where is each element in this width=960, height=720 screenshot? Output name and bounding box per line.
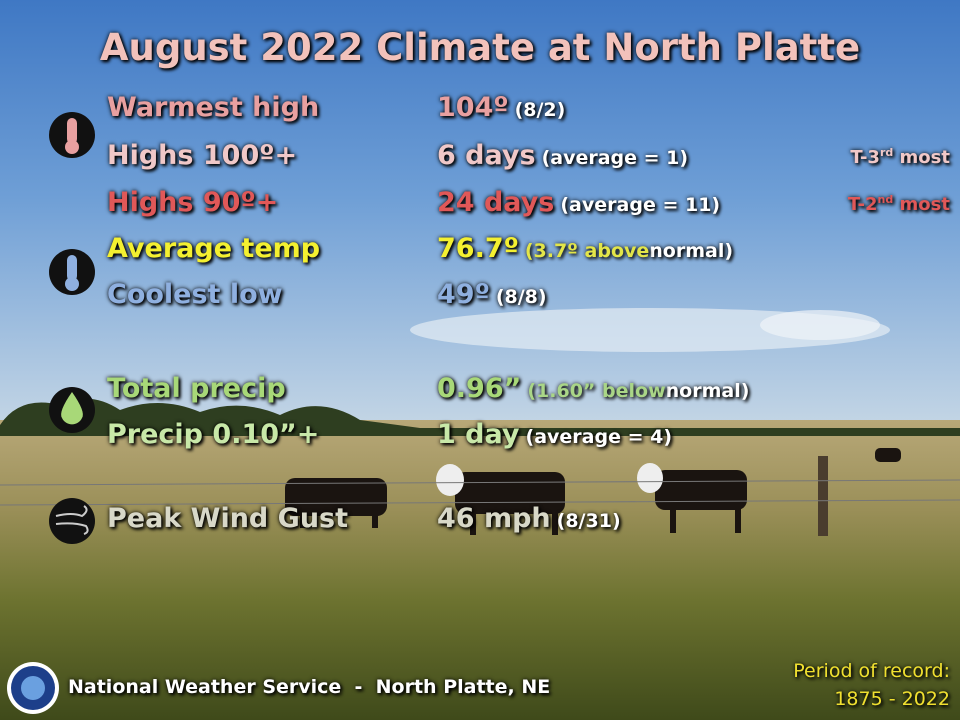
row-label: Warmest high [107, 92, 320, 123]
row-label: Highs 90º+ [107, 187, 279, 218]
value: 6 days [437, 140, 536, 171]
row-value: 76.7º (3.7º abovenormal) [437, 233, 733, 264]
row-label: Peak Wind Gust [107, 503, 349, 534]
value: 24 days [437, 187, 555, 218]
title: August 2022 Climate at North Platte [99, 26, 861, 69]
rank-sup: nd [877, 193, 894, 206]
value: 1 day [437, 419, 520, 450]
row-label: Precip 0.10”+ [107, 419, 320, 450]
rank: T-2nd most [848, 193, 950, 215]
value: 76.7º [437, 233, 519, 264]
row-value: 24 days (average = 11) [437, 187, 720, 218]
rank-sup: rd [879, 146, 894, 159]
value: 49º [437, 279, 490, 310]
row-value: 46 mph (8/31) [437, 503, 621, 534]
row-label: Coolest low [107, 279, 283, 310]
row-label: Highs 100º+ [107, 140, 298, 171]
rank-suffix: most [899, 147, 950, 168]
period-range: 1875 - 2022 [834, 688, 950, 710]
detail-end: normal) [649, 240, 734, 262]
rank-suffix: most [899, 194, 950, 215]
row-label: Total precip [107, 373, 286, 404]
footer-office: National Weather Service - North Platte,… [68, 676, 551, 698]
row-label: Average temp [107, 233, 321, 264]
value: 0.96” [437, 373, 522, 404]
rank-prefix: T-2 [847, 194, 878, 215]
detail: (8/8) [495, 286, 547, 308]
row-value: 49º (8/8) [437, 279, 547, 310]
detail: (average = 1) [541, 147, 689, 169]
rank-prefix: T-3 [850, 147, 880, 168]
row-value: 6 days (average = 1) [437, 140, 688, 171]
value: 46 mph [437, 503, 551, 534]
detail: (average = 4) [525, 426, 673, 448]
detail: (8/31) [556, 510, 621, 532]
detail: (1.60” below [527, 380, 666, 402]
period-label: Period of record: [793, 660, 950, 682]
detail: (3.7º above [524, 240, 650, 262]
row-value: 0.96” (1.60” belownormal) [437, 373, 749, 404]
detail-end: normal) [665, 380, 750, 402]
row-value: 104º (8/2) [437, 92, 565, 123]
rank: T-3rd most [850, 146, 950, 168]
detail: (average = 11) [560, 194, 721, 216]
row-value: 1 day (average = 4) [437, 419, 672, 450]
value: 104º [437, 92, 509, 123]
detail: (8/2) [514, 99, 566, 121]
